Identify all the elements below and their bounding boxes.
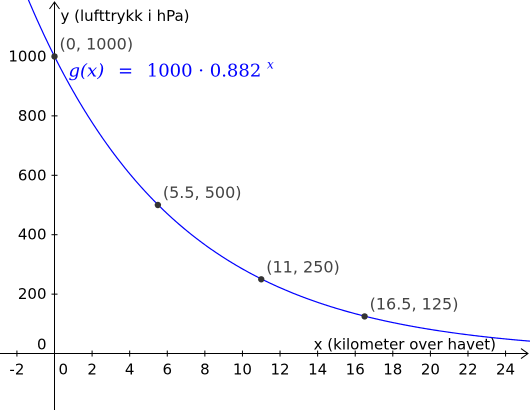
function-formula: g(x) = 1000 · 0.882 x (69, 57, 275, 81)
formula-function-name: g(x) (69, 60, 105, 81)
x-tick-label: 22 (458, 361, 477, 379)
y-axis-label: y (lufttrykk i hPa) (61, 7, 190, 25)
x-tick-label: 16 (346, 361, 365, 379)
x-axis-arrow (520, 348, 529, 359)
y-tick-label: 400 (18, 226, 47, 244)
x-tick-label: 4 (125, 361, 135, 379)
x-tick-label: 6 (162, 361, 172, 379)
x-axis-label: x (kilometer over havet) (314, 336, 496, 354)
point-label: (0, 1000) (60, 34, 134, 53)
x-tick-label: 24 (496, 361, 515, 379)
formula-exponent: x (267, 57, 274, 71)
x-tick-label: 20 (421, 361, 440, 379)
data-point (154, 201, 162, 209)
x-tick-label: 18 (383, 361, 402, 379)
y-tick-label: 1000 (8, 47, 46, 65)
point-label: (11, 250) (266, 257, 340, 276)
data-point (51, 53, 58, 60)
exponential-curve (27, 0, 530, 342)
x-tick-label: 12 (270, 361, 289, 379)
x-tick-label: 8 (200, 361, 210, 379)
point-label: (5.5, 500) (163, 183, 242, 202)
points: (0, 1000) (5.5, 500) (11, 250) (16.5, 125) (51, 34, 459, 320)
formula-base: 1000 · 0.882 (147, 60, 262, 81)
data-point (258, 276, 265, 283)
x-tick-label: -2 (9, 361, 24, 379)
formula-equals: = (118, 60, 133, 81)
y-tick-label: 0 (37, 336, 47, 354)
y-tick-label: 200 (18, 285, 47, 303)
x-tick-label: 0 (59, 361, 69, 379)
x-tick-label: 10 (233, 361, 252, 379)
x-tick-label: 2 (87, 361, 97, 379)
y-axis-arrow (49, 1, 60, 10)
y-tick-label: 800 (18, 107, 47, 125)
y-tick-label: 600 (18, 166, 47, 184)
point-label: (16.5, 125) (370, 294, 459, 313)
x-tick-label: 14 (308, 361, 327, 379)
data-point (361, 313, 368, 320)
